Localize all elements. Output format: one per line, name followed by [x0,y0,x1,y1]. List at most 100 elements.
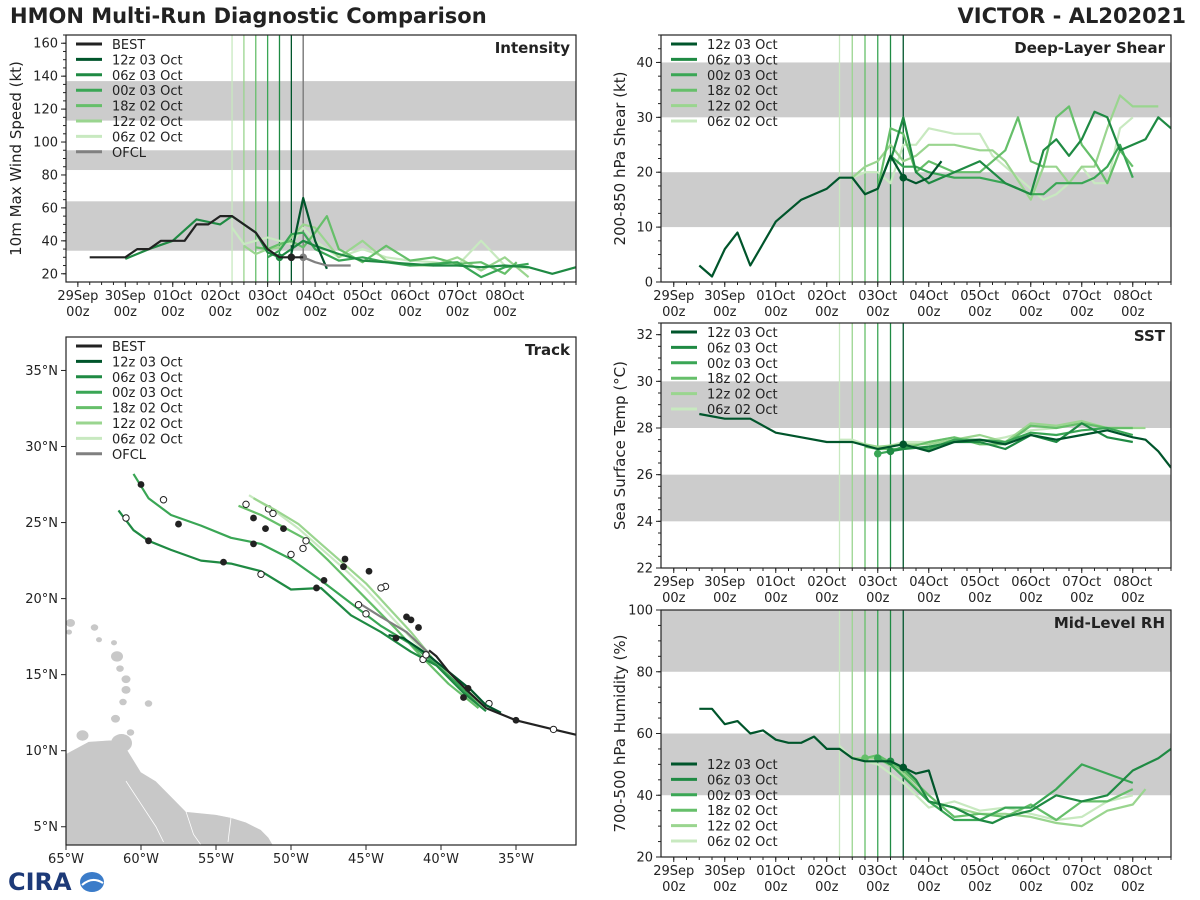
rh-legend-label: 06z 03 Oct [707,773,778,788]
track-legend-label: 06z 03 Oct [112,371,183,386]
shear-series-18z-02-oct [864,105,1134,196]
intensity-marker [299,253,308,262]
rh-panel: 2040608010029Sep00z30Sep00z01Oct00z02Oct… [611,604,1172,895]
intensity-xtick-label: 00z [493,305,517,320]
shear-xtick-label: 00z [1019,305,1043,320]
island-land [121,685,131,694]
country-border [227,817,232,843]
rh-panel-title: Mid-Level RH [1054,614,1165,632]
sst-ytick-label: 32 [636,328,653,343]
rh-legend-label: 00z 03 Oct [707,789,778,804]
track-position-filled [407,616,415,624]
track-ytick-label: 30°N [25,440,58,455]
track-xtick-label: 60°W [123,852,159,867]
intensity-xtick-label: 06Oct [390,289,429,304]
shear-xtick-label: 04Oct [909,289,948,304]
shear-xtick-label: 02Oct [807,289,846,304]
sst-xtick-label: 02Oct [807,575,846,590]
shear-panel-title: Deep-Layer Shear [1014,39,1165,57]
sst-ytick-label: 28 [636,422,653,437]
track-position-filled [340,563,347,571]
rh-legend-label: 06z 02 Oct [707,835,778,850]
island-land [126,729,135,736]
shear-xtick-label: 01Oct [756,289,795,304]
rh-xtick-label: 06Oct [1011,864,1050,879]
intensity-xtick-label: 00z [398,305,422,320]
shear-legend-label: 18z 02 Oct [707,84,778,99]
intensity-xtick-label: 00z [66,305,90,320]
island-land [66,619,75,627]
rh-xtick-label: 00z [662,880,686,895]
sst-xtick-label: 05Oct [960,575,999,590]
intensity-legend-label: 12z 03 Oct [112,53,183,68]
shear-xtick-label: 00z [1070,305,1094,320]
track-xtick-label: 50°W [273,852,309,867]
shear-xtick-label: 03Oct [858,289,897,304]
track-position-filled [250,514,257,522]
shear-xtick-label: 00z [968,305,992,320]
storm-name-title: VICTOR - AL202021 [957,4,1186,28]
sst-xtick-label: 07Oct [1062,575,1101,590]
rh-xtick-label: 03Oct [858,864,897,879]
intensity-series-ofcl [302,256,351,267]
sst-legend-label: 18z 02 Oct [707,372,778,387]
shear-ytick-label: 30 [636,111,653,126]
sst-xtick-label: 00z [764,591,788,606]
track-position-open [287,550,295,559]
intensity-ylabel: 10m Max Wind Speed (kt) [7,61,25,256]
sst-ytick-label: 22 [636,562,653,577]
track-xtick-label: 65°W [48,852,84,867]
track-position-filled [280,525,287,533]
track-position-filled [341,555,349,563]
track-position-filled [365,567,373,575]
cira-logo-text: CIRA [8,868,72,896]
track-legend-label: 00z 03 Oct [112,386,183,401]
shear-xtick-label: 00z [1121,305,1145,320]
island-land [121,675,131,684]
track-series-best [428,649,576,736]
intensity-ytick-label: 20 [41,267,58,282]
island-land [111,651,123,662]
shear-ytick-label: 10 [636,221,653,236]
rh-xtick-label: 05Oct [960,864,999,879]
rh-xtick-label: 00z [713,880,737,895]
rh-band [661,733,1171,796]
shear-xtick-label: 00z [662,305,686,320]
sst-xtick-label: 30Sep [704,575,745,590]
shear-panel: 01020304029Sep00z30Sep00z01Oct00z02Oct00… [611,34,1172,320]
shear-xtick-label: 08Oct [1113,289,1152,304]
sst-series-06z-03-oct [890,422,1133,453]
track-position-open [257,570,265,578]
sst-xtick-label: 00z [1019,591,1043,606]
intensity-xtick-label: 01Oct [153,289,192,304]
shear-xtick-label: 00z [917,305,941,320]
sst-ytick-label: 26 [636,468,653,483]
track-series-ofcl [360,603,430,655]
island-land [66,629,72,635]
intensity-ytick-label: 80 [41,168,58,183]
track-series-00z-03-oct [132,473,480,706]
track-xtick-label: 45°W [348,852,384,867]
intensity-band [66,81,576,121]
track-position-open [362,610,370,618]
track-position-open [159,496,168,504]
shear-xtick-label: 30Sep [704,289,745,304]
shear-ylabel: 200-850 hPa Shear (kt) [611,72,629,246]
sst-xtick-label: 00z [866,591,890,606]
sst-xtick-label: 00z [713,591,737,606]
intensity-xtick-label: 04Oct [296,289,335,304]
rh-ytick-label: 40 [636,789,653,804]
sst-xtick-label: 08Oct [1113,575,1152,590]
shear-xtick-label: 06Oct [1011,289,1050,304]
sst-legend-label: 06z 02 Oct [707,403,778,418]
intensity-xtick-label: 08Oct [485,289,524,304]
shear-legend-label: 06z 03 Oct [707,53,778,68]
sst-marker [899,440,908,449]
intensity-xtick-label: 02Oct [201,289,240,304]
sst-xtick-label: 00z [1070,591,1094,606]
rh-xtick-label: 00z [1121,880,1145,895]
rh-xtick-label: 01Oct [756,864,795,879]
track-panel-title: Track [525,341,571,359]
